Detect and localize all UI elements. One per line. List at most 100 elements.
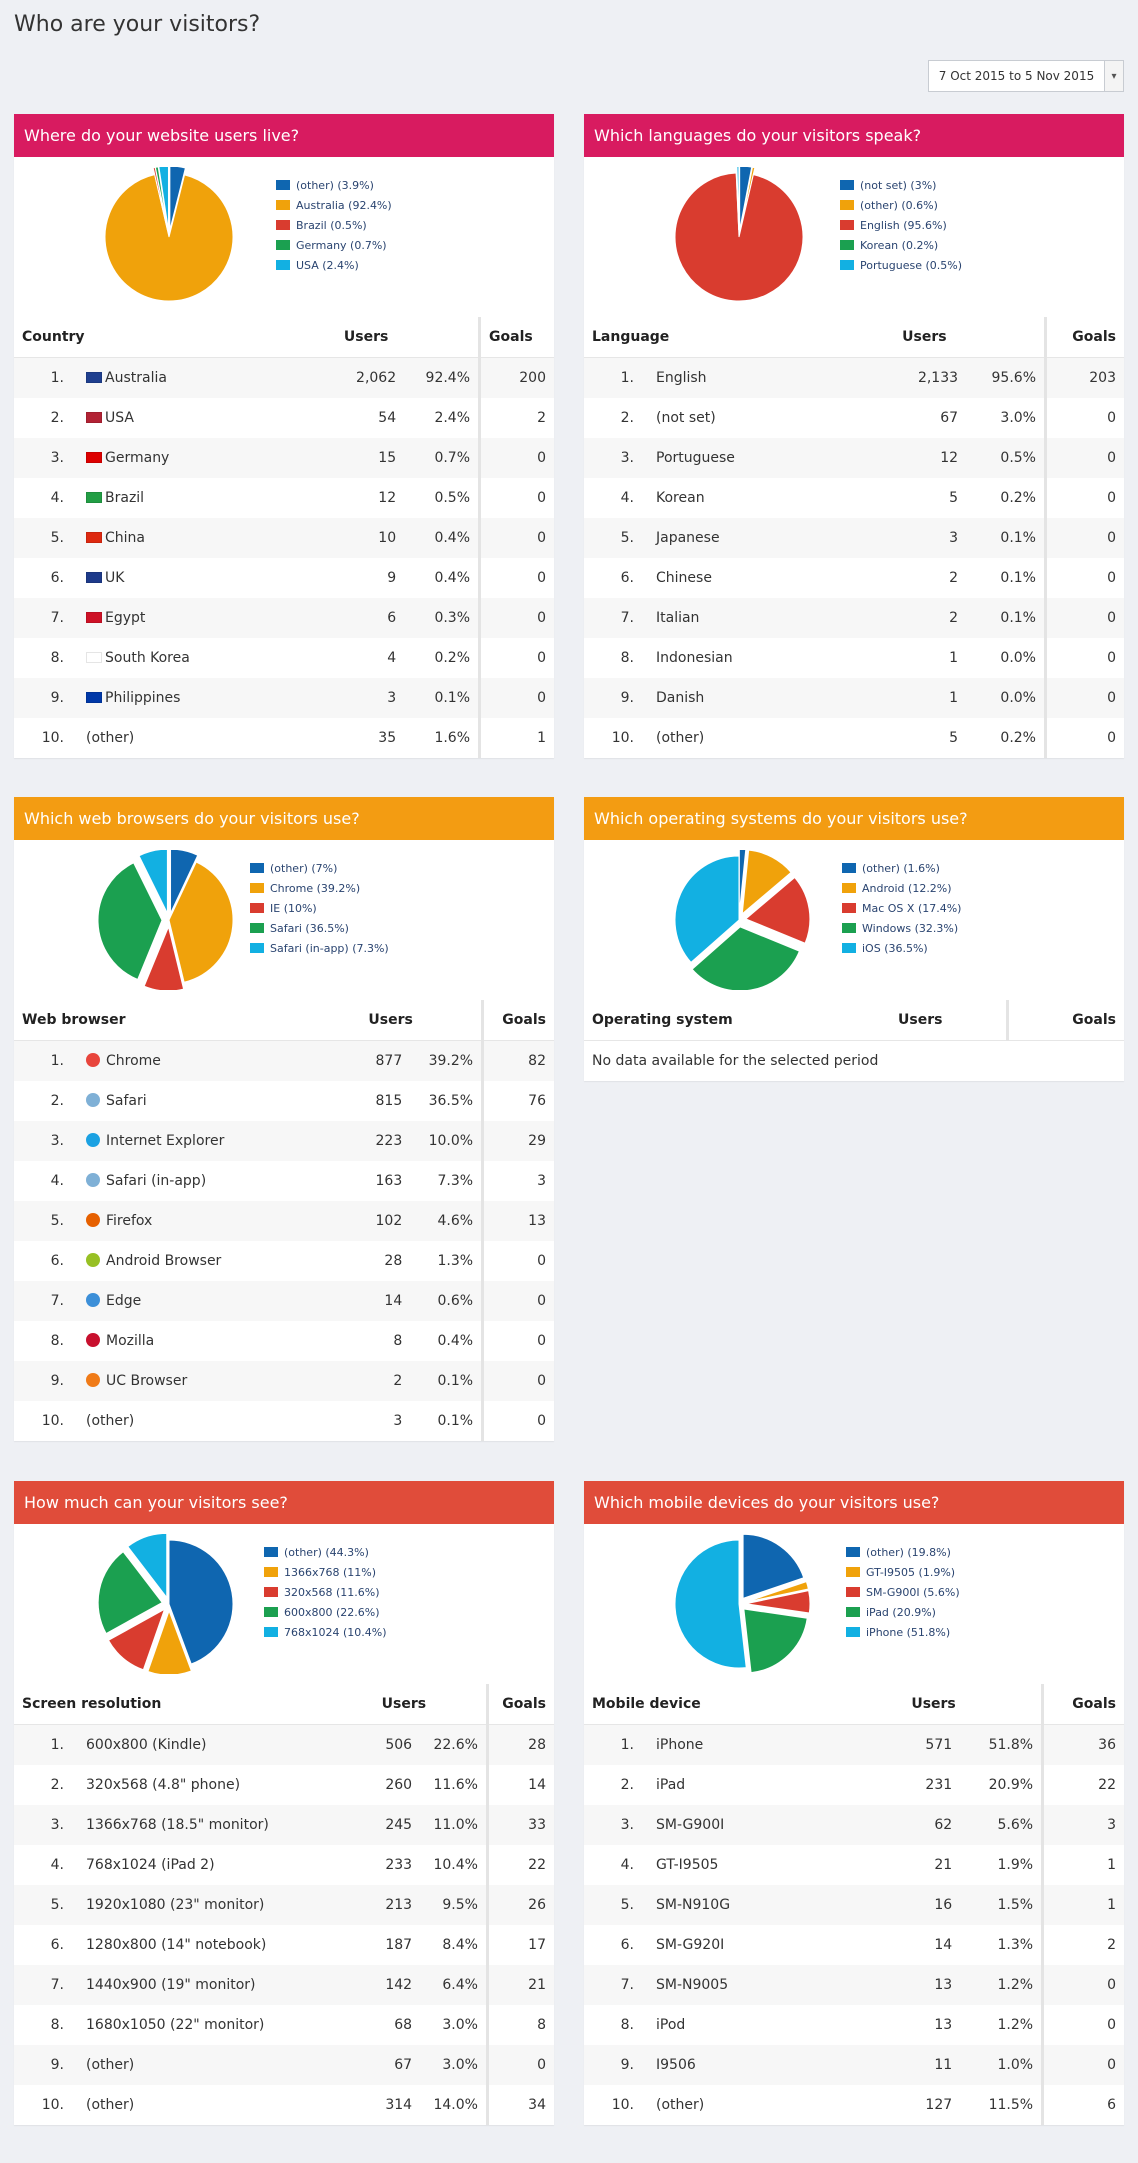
legend-item: Android (12.2%) — [842, 878, 961, 898]
legend-label: Korean (0.2%) — [860, 238, 939, 252]
table-row[interactable]: 3. 1366x768 (18.5" monitor) 245 11.0% 33 — [14, 1805, 554, 1845]
table-row[interactable]: 8. Indonesian 1 0.0% 0 — [584, 638, 1124, 678]
card-header: Which operating systems do your visitors… — [584, 797, 1124, 840]
legend-label: (other) (19.8%) — [866, 1545, 951, 1559]
date-range-label: 7 Oct 2015 to 5 Nov 2015 — [938, 69, 1095, 83]
users-cell: 314 — [385, 2097, 413, 2113]
pie-slice — [743, 1608, 808, 1674]
legend-label: iPad (20.9%) — [866, 1605, 936, 1619]
table-row[interactable]: 5. Firefox 102 4.6% 13 — [14, 1201, 554, 1241]
users-cell: 16 — [903, 1885, 961, 1925]
table-row[interactable]: 4. GT-I9505 21 1.9% 1 — [584, 1845, 1124, 1885]
legend-swatch — [846, 1547, 860, 1557]
percent-cell: 36.5% — [428, 1093, 474, 1109]
table-row[interactable]: 7. 1440x900 (19" monitor) 142 6.4% 21 — [14, 1965, 554, 2005]
table-row[interactable]: 6. Android Browser 28 1.3% 0 — [14, 1241, 554, 1281]
table-row[interactable]: 3. Portuguese 12 0.5% 0 — [584, 438, 1124, 478]
pie-slice — [104, 174, 234, 302]
row-label: UC Browser — [106, 1373, 188, 1389]
table-row[interactable]: 3. Internet Explorer 223 10.0% 29 — [14, 1121, 554, 1161]
table-row[interactable]: 9. Philippines 3 0.1% 0 — [14, 678, 554, 718]
table-row[interactable]: 3. Germany 15 0.7% 0 — [14, 438, 554, 478]
table-row[interactable]: 3. SM-G900I 62 5.6% 3 — [584, 1805, 1124, 1845]
table-row[interactable]: 7. Egypt 6 0.3% 0 — [14, 598, 554, 638]
goals-cell: 3 — [1041, 1805, 1124, 1845]
devices-pie-chart — [674, 1534, 811, 1674]
table-row[interactable]: 6. SM-G920I 14 1.3% 2 — [584, 1925, 1124, 1965]
table-row[interactable]: 8. iPod 13 1.2% 0 — [584, 2005, 1124, 2045]
legend-item: Germany (0.7%) — [276, 235, 392, 255]
column-header: Goals — [1044, 317, 1124, 358]
table-row[interactable]: 4. Safari (in-app) 163 7.3% 3 — [14, 1161, 554, 1201]
table-row[interactable]: 10. (other) 35 1.6% 1 — [14, 718, 554, 758]
legend-label: Brazil (0.5%) — [296, 218, 367, 232]
legend-item: (other) (0.6%) — [840, 195, 962, 215]
row-label: Italian — [656, 610, 700, 626]
rank-cell: 8. — [50, 2017, 64, 2033]
table-row[interactable]: 9. (other) 67 3.0% 0 — [14, 2045, 554, 2085]
users-cell: 35 — [378, 730, 397, 746]
goals-cell: 0 — [478, 518, 554, 558]
percent-cell: 3.0% — [420, 2045, 488, 2085]
table-row[interactable]: 9. I9506 11 1.0% 0 — [584, 2045, 1124, 2085]
table-row[interactable]: 7. SM-N9005 13 1.2% 0 — [584, 1965, 1124, 2005]
rank-cell: 1. — [14, 1040, 78, 1081]
table-row[interactable]: 9. UC Browser 2 0.1% 0 — [14, 1361, 554, 1401]
percent-cell: 22.6% — [420, 1724, 488, 1765]
table-row[interactable]: 7. Italian 2 0.1% 0 — [584, 598, 1124, 638]
name-cell: UC Browser — [78, 1361, 361, 1401]
table-row[interactable]: 2. iPad 231 20.9% 22 — [584, 1765, 1124, 1805]
table-row[interactable]: 2. (not set) 67 3.0% 0 — [584, 398, 1124, 438]
legend-swatch — [846, 1627, 860, 1637]
table-row[interactable]: 2. USA 54 2.4% 2 — [14, 398, 554, 438]
table-row[interactable]: 4. Brazil 12 0.5% 0 — [14, 478, 554, 518]
table-row[interactable]: 10. (other) 127 11.5% 6 — [584, 2085, 1124, 2125]
table-row[interactable]: 4. 768x1024 (iPad 2) 233 10.4% 22 — [14, 1845, 554, 1885]
legend-item: Brazil (0.5%) — [276, 215, 392, 235]
table-row[interactable]: 5. SM-N910G 16 1.5% 1 — [584, 1885, 1124, 1925]
table-row[interactable]: 6. Chinese 2 0.1% 0 — [584, 558, 1124, 598]
chevron-down-icon[interactable]: ▾ — [1104, 61, 1123, 91]
table-row[interactable]: 1. 600x800 (Kindle) 506 22.6% 28 — [14, 1724, 554, 1765]
table-row[interactable]: 9. Danish 1 0.0% 0 — [584, 678, 1124, 718]
legend-swatch — [250, 883, 264, 893]
table-row[interactable]: 1. Australia 2,062 92.4% 200 — [14, 357, 554, 398]
table-row[interactable]: 7. Edge 14 0.6% 0 — [14, 1281, 554, 1321]
rank-cell: 4. — [50, 490, 64, 506]
browsers-table: Web browser Users Goals 1. Chrome 877 39.2%… — [14, 1000, 554, 1441]
table-row[interactable]: 8. South Korea 4 0.2% 0 — [14, 638, 554, 678]
table-row[interactable]: 5. Japanese 3 0.1% 0 — [584, 518, 1124, 558]
table-row[interactable]: 5. China 10 0.4% 0 — [14, 518, 554, 558]
row-label: Chrome — [106, 1053, 161, 1069]
mozilla-icon — [86, 1333, 100, 1347]
table-row[interactable]: 1. English 2,133 95.6% 203 — [584, 357, 1124, 398]
table-row[interactable]: 6. UK 9 0.4% 0 — [14, 558, 554, 598]
date-range-select[interactable]: 7 Oct 2015 to 5 Nov 2015 ▾ — [928, 60, 1124, 92]
table-row[interactable]: 8. Mozilla 8 0.4% 0 — [14, 1321, 554, 1361]
percent-cell: 1.3% — [437, 1253, 474, 1269]
table-row[interactable]: 2. 320x568 (4.8" phone) 260 11.6% 14 — [14, 1765, 554, 1805]
table-row[interactable]: 1. Chrome 877 39.2% 82 — [14, 1040, 554, 1081]
table-row[interactable]: 8. 1680x1050 (22" monitor) 68 3.0% 8 — [14, 2005, 554, 2045]
pie-chart-area: (other) (3.9%) Australia (92.4%) Brazil (0… — [14, 157, 554, 317]
table-row[interactable]: 10. (other) 314 14.0% 34 — [14, 2085, 554, 2125]
table-row[interactable]: 5. 1920x1080 (23" monitor) 213 9.5% 26 — [14, 1885, 554, 1925]
name-cell: Egypt — [78, 598, 336, 638]
table-row[interactable]: 6. 1280x800 (14" notebook) 187 8.4% 17 — [14, 1925, 554, 1965]
legend-swatch — [276, 220, 290, 230]
table-row[interactable]: 10. (other) 5 0.2% 0 — [584, 718, 1124, 758]
legend-item: Chrome (39.2%) — [250, 878, 389, 898]
percent-cell: 7.3% — [437, 1173, 474, 1189]
rank-cell: 8. — [50, 650, 64, 666]
table-row[interactable]: 10. (other) 3 0.1% 0 — [14, 1401, 554, 1441]
pie-slice — [97, 862, 163, 981]
name-cell: Korean — [648, 478, 894, 518]
name-cell: GT-I9505 — [648, 1845, 903, 1885]
legend-item: Safari (in-app) (7.3%) — [250, 938, 389, 958]
table-row[interactable]: 1. iPhone 571 51.8% 36 — [584, 1724, 1124, 1765]
column-header: Users — [890, 1000, 1008, 1041]
table-row[interactable]: 2. Safari 815 36.5% 76 — [14, 1081, 554, 1121]
name-cell: 1680x1050 (22" monitor) — [78, 2005, 374, 2045]
table-row[interactable]: 4. Korean 5 0.2% 0 — [584, 478, 1124, 518]
name-cell: Australia — [78, 357, 336, 398]
